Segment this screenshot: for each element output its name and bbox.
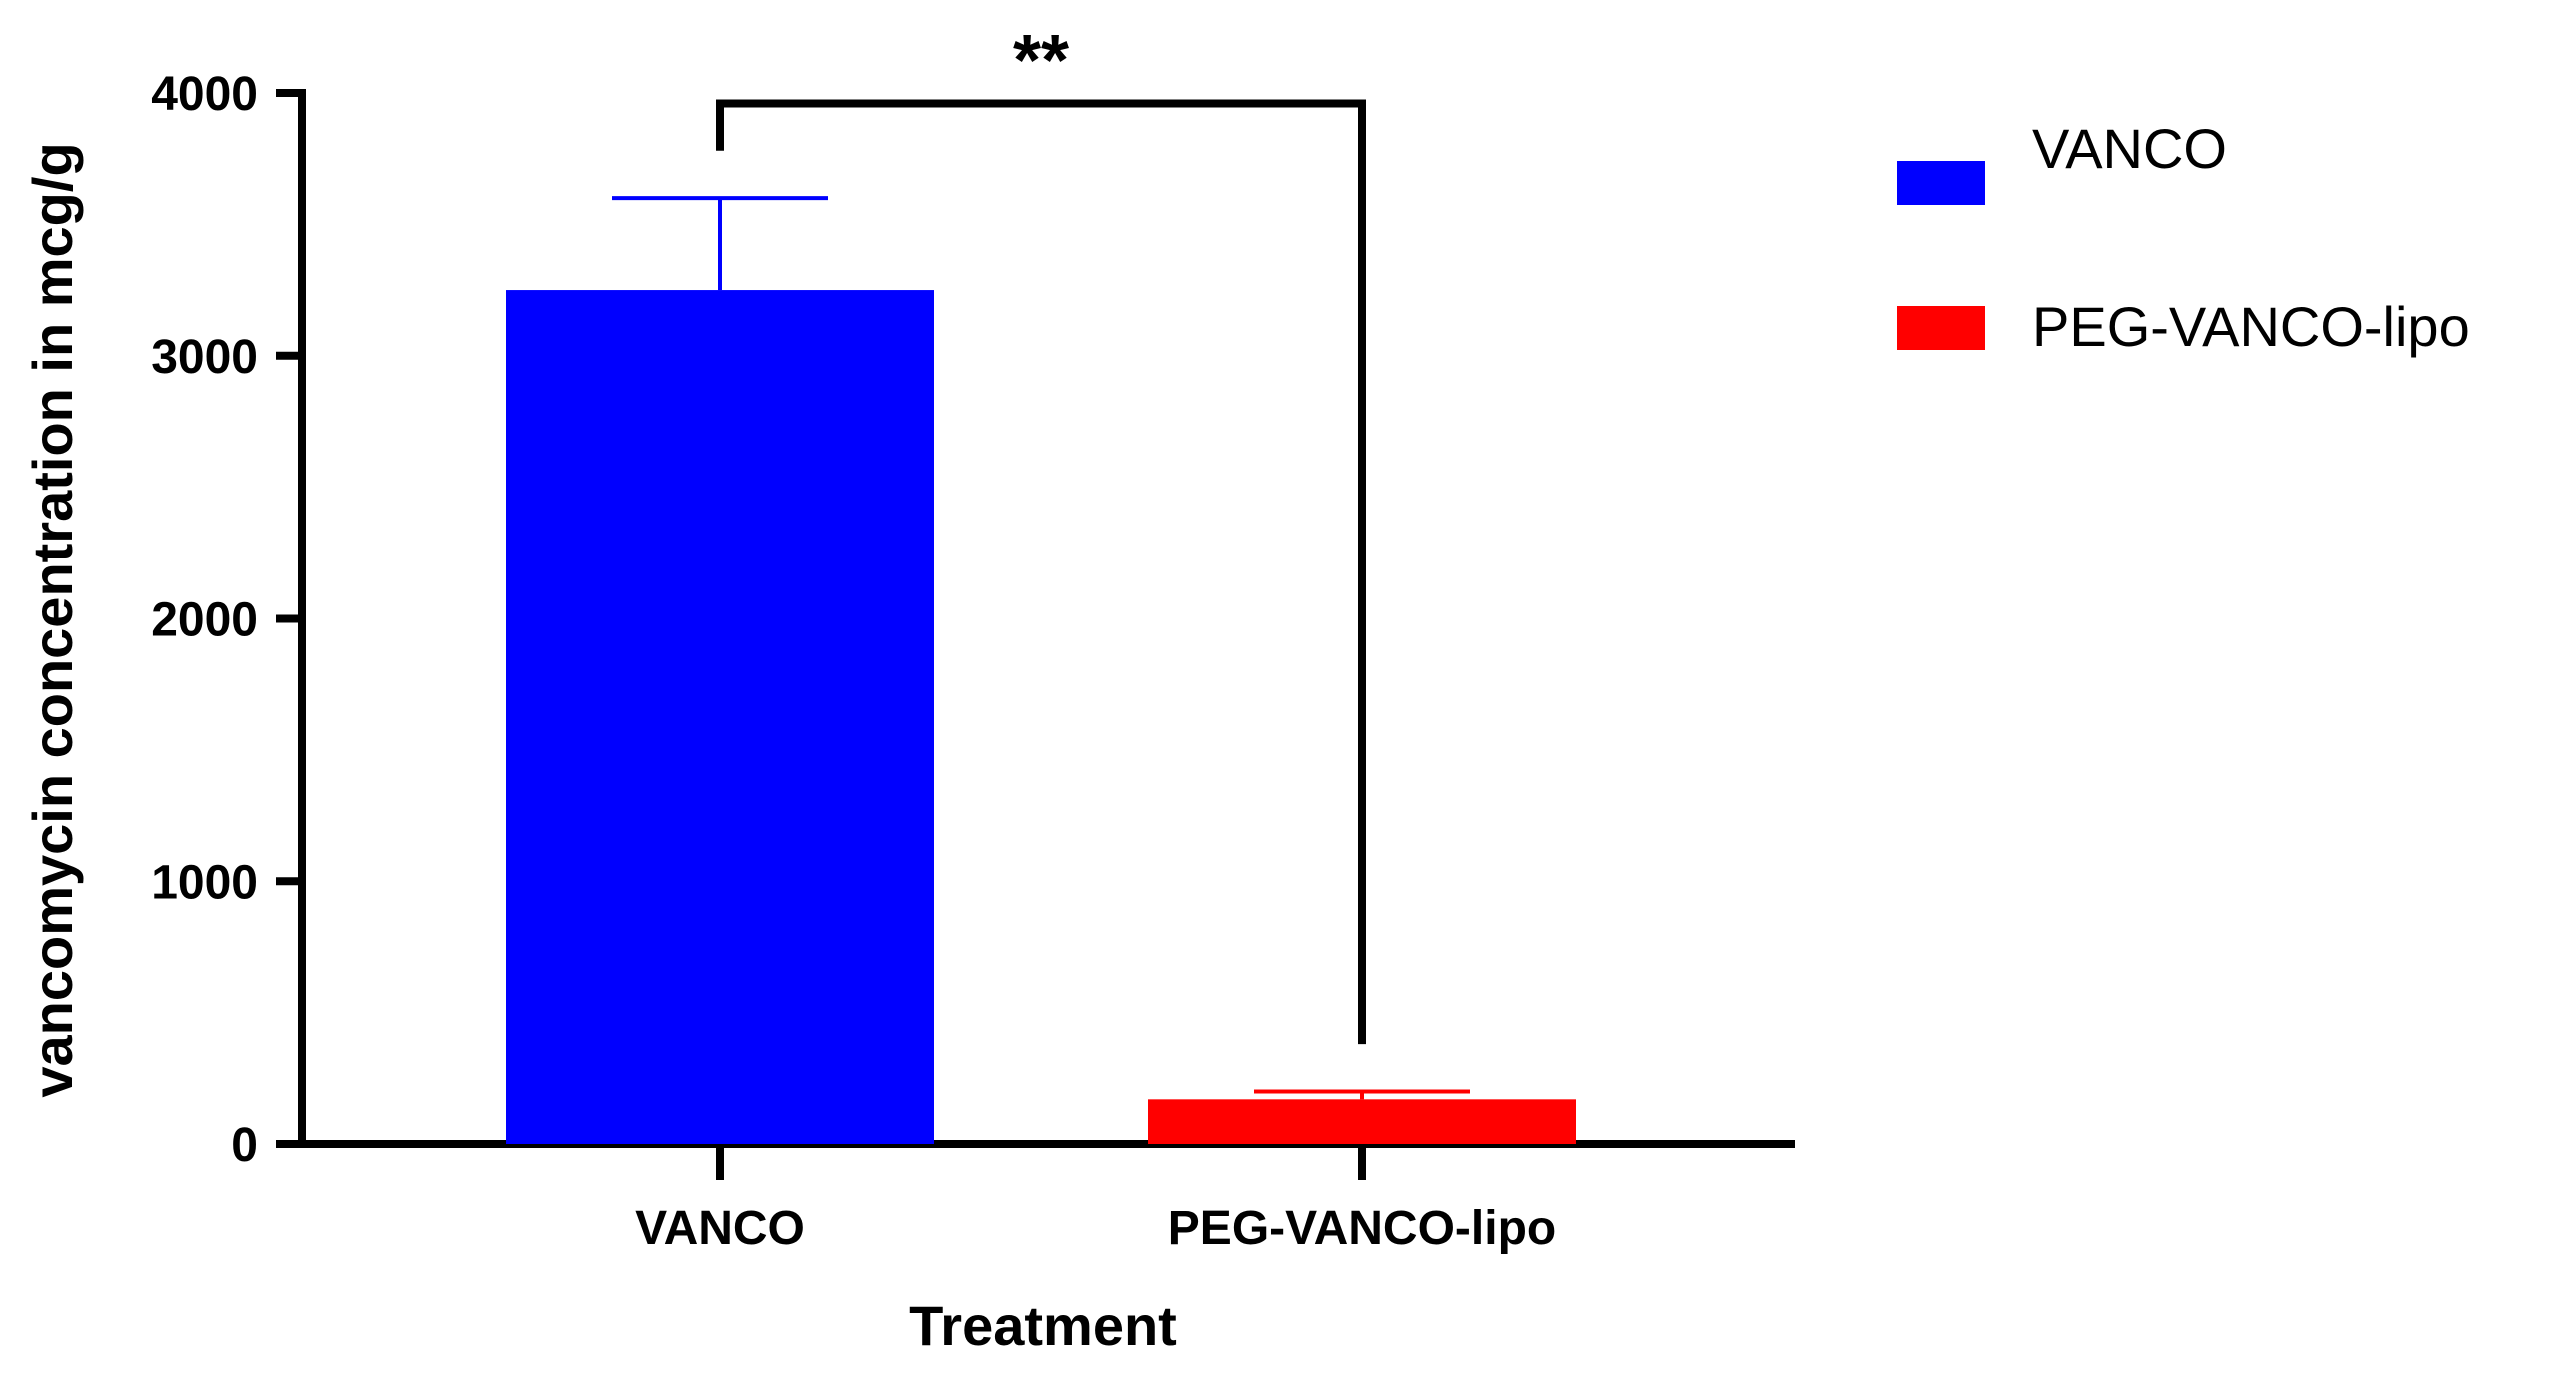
legend-swatch-1: [1897, 306, 1985, 350]
legend: VANCO PEG-VANCO-lipo: [1897, 117, 2470, 358]
bar-peg-vanco-lipo: [1148, 1099, 1576, 1144]
y-tick-label: 3000: [151, 331, 258, 384]
significance-layer: **: [716, 21, 1366, 1045]
error-bars-layer: [612, 196, 1470, 1100]
legend-swatch-0: [1897, 161, 1985, 205]
x-tick-label: PEG-VANCO-lipo: [1168, 1202, 1556, 1255]
bars-layer: [506, 290, 1576, 1144]
labels-layer: 0 1000 2000 3000 4000 VANCO PEG-VANCO-lipo Trea…: [21, 68, 1556, 1357]
y-tick-label: 2000: [151, 594, 258, 647]
legend-label-0: VANCO: [2032, 117, 2227, 180]
axes-layer: [276, 89, 1795, 1180]
x-axis-title: Treatment: [909, 1294, 1177, 1357]
y-tick-label: 0: [231, 1119, 258, 1172]
y-axis-title: vancomycin concentration in mcg/g: [21, 142, 84, 1097]
legend-label-1: PEG-VANCO-lipo: [2032, 295, 2470, 358]
y-tick-label: 1000: [151, 856, 258, 909]
significance-label: **: [1013, 21, 1069, 101]
significance-bracket: [716, 99, 1366, 1045]
y-tick-label: 4000: [151, 68, 258, 121]
bar-vanco: [506, 290, 934, 1144]
x-tick-label: VANCO: [635, 1202, 805, 1255]
